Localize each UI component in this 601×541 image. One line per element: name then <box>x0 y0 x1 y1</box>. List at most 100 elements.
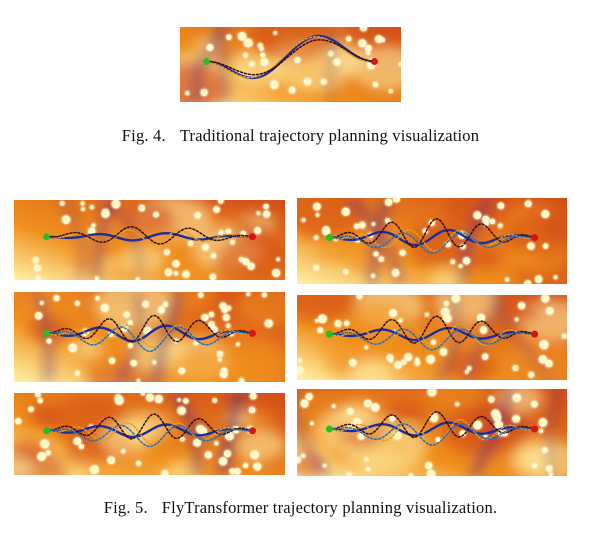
obstacle <box>538 428 544 433</box>
obstacle <box>108 357 116 364</box>
obstacle <box>548 472 553 476</box>
obstacle <box>100 303 109 313</box>
start-marker <box>325 425 333 433</box>
obstacle <box>39 300 44 305</box>
obstacle <box>212 397 218 403</box>
obstacle <box>180 436 185 442</box>
goal-marker <box>248 233 256 241</box>
obstacle <box>61 215 71 225</box>
obstacle <box>269 80 279 90</box>
obstacle <box>450 259 456 265</box>
obstacle <box>177 406 186 415</box>
obstacle <box>364 44 372 52</box>
trajectory-path <box>45 314 252 343</box>
obstacle <box>91 223 96 228</box>
obstacle <box>346 407 354 415</box>
obstacle <box>249 393 257 400</box>
obstacle <box>391 268 400 277</box>
obstacle <box>481 353 489 360</box>
obstacle <box>404 353 413 362</box>
trajectory-layer <box>328 315 535 352</box>
obstacle <box>479 326 488 334</box>
obstacle <box>297 456 302 464</box>
obstacle <box>33 264 41 272</box>
obstacle <box>208 320 215 328</box>
obstacle <box>185 91 190 96</box>
obstacle <box>544 359 553 368</box>
obstacle <box>373 251 379 257</box>
obstacle <box>399 249 406 256</box>
obstacle <box>408 473 413 476</box>
obstacle <box>538 418 548 427</box>
obstacle <box>195 424 205 434</box>
trajectory-layer <box>45 314 252 353</box>
obstacle <box>466 365 472 371</box>
obstacle <box>194 212 201 219</box>
obstacle <box>242 52 249 58</box>
obstacle <box>230 239 236 245</box>
obstacle <box>358 435 363 439</box>
obstacle <box>37 452 47 461</box>
trajectory-path <box>44 421 252 445</box>
obstacle <box>313 202 321 211</box>
obstacle <box>204 451 213 459</box>
obstacle <box>238 377 245 382</box>
obstacle <box>300 453 306 459</box>
obstacle <box>178 367 186 375</box>
obstacle <box>305 392 313 401</box>
obstacle <box>512 365 519 372</box>
start-marker <box>43 329 51 337</box>
obstacle <box>349 358 357 367</box>
trajectory-layer <box>328 410 535 446</box>
obstacle-layer <box>14 393 263 475</box>
obstacle <box>136 378 141 382</box>
obstacle <box>89 465 99 475</box>
trajectory-layer <box>205 34 373 80</box>
obstacle <box>398 318 403 323</box>
obstacle <box>328 51 334 57</box>
obstacle <box>303 77 312 86</box>
obstacle <box>464 369 469 374</box>
obstacle <box>254 227 262 235</box>
obstacle <box>561 333 567 339</box>
flytransformer-trajectory-map-5 <box>14 393 285 475</box>
obstacle <box>315 212 320 217</box>
obstacle <box>343 269 349 275</box>
obstacle <box>473 211 482 220</box>
obstacle <box>256 211 261 216</box>
obstacle <box>219 370 228 379</box>
terrain-relief <box>14 393 285 475</box>
obstacle <box>359 27 368 32</box>
obstacle <box>214 441 219 446</box>
goal-marker <box>248 329 256 337</box>
obstacle <box>538 355 547 364</box>
obstacle <box>35 393 41 398</box>
obstacle-layer <box>33 292 275 382</box>
obstacle <box>262 210 271 218</box>
obstacle <box>216 351 224 358</box>
goal-marker <box>531 425 539 433</box>
obstacle <box>249 61 255 67</box>
fig4-caption-text: Traditional trajectory planning visualiz… <box>179 126 480 145</box>
obstacle <box>127 342 134 349</box>
obstacle <box>527 242 535 250</box>
obstacle <box>218 230 224 236</box>
obstacle <box>331 404 336 409</box>
traditional-trajectory-map <box>180 27 401 102</box>
obstacle <box>243 38 253 48</box>
obstacle <box>374 35 383 43</box>
flytransformer-trajectory-map-4 <box>297 295 567 380</box>
obstacle <box>301 218 306 223</box>
obstacle <box>353 223 360 230</box>
obstacle <box>440 307 450 317</box>
trajectory-path <box>44 413 252 440</box>
obstacle <box>242 258 250 266</box>
obstacle <box>358 221 366 229</box>
trajectory-path <box>328 328 535 351</box>
obstacle <box>182 270 190 279</box>
obstacle <box>385 218 391 224</box>
obstacle <box>217 357 222 362</box>
obstacle <box>364 345 369 350</box>
obstacle <box>512 414 521 423</box>
obstacle <box>40 439 50 449</box>
